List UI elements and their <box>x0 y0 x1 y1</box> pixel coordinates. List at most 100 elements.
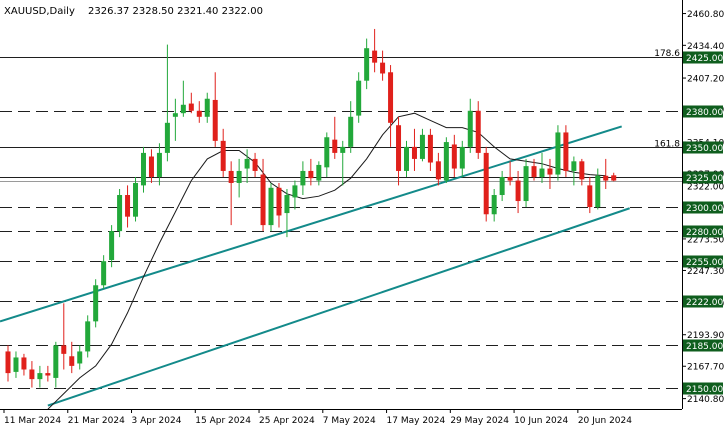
candle-body-24 <box>196 110 202 117</box>
candle-body-18 <box>148 156 154 177</box>
candle-body-15 <box>125 195 131 217</box>
candle-body-59 <box>475 110 481 153</box>
current-price-label: 2322.00 <box>687 183 724 193</box>
candle-body-8 <box>69 356 75 366</box>
fib-labels: 178.6 161.8 <box>654 49 680 149</box>
level-tag-5 <box>683 225 723 238</box>
candle-body-19 <box>156 152 162 177</box>
candle-body-14 <box>117 195 123 232</box>
y-tick-label-10: 2193.90 <box>687 331 724 341</box>
candle-body-36 <box>292 185 298 198</box>
candle-body-16 <box>133 182 139 217</box>
y-tick-label-11: 2167.70 <box>687 363 724 373</box>
level-tag-2 <box>683 141 723 154</box>
x-tick-label-6: 17 May 2024 <box>387 416 446 426</box>
candle-body-39 <box>316 164 322 181</box>
candle-body-17 <box>140 152 146 186</box>
level-label-3: 2325.00 <box>686 174 723 184</box>
candle-body-9 <box>77 351 83 364</box>
level-label-9: 2150.00 <box>686 385 723 395</box>
candle-body-41 <box>332 139 338 153</box>
candle-body-30 <box>244 158 250 169</box>
x-tick-label-8: 10 Jun 2024 <box>514 416 568 426</box>
level-label-4: 2300.00 <box>686 204 723 214</box>
candle-body-49 <box>396 125 402 171</box>
x-tick-label-5: 7 May 2024 <box>323 416 376 426</box>
level-label-2: 2350.00 <box>686 144 723 154</box>
candle-body-54 <box>435 161 441 180</box>
candle-body-75 <box>603 175 609 181</box>
candle-body-60 <box>483 152 489 215</box>
candle-body-58 <box>467 110 473 147</box>
candle-body-20 <box>164 122 170 153</box>
candle-body-25 <box>204 98 210 117</box>
moving-average <box>47 112 606 410</box>
x-tick-label-7: 29 May 2024 <box>450 416 509 426</box>
candle-body-52 <box>419 134 425 159</box>
candle-body-62 <box>499 176 505 196</box>
candle-body-12 <box>101 261 107 286</box>
level-tag-0 <box>683 51 723 64</box>
y-tick-label-8: 2247.30 <box>687 267 724 277</box>
trendline-1 <box>47 207 630 407</box>
level-tag-1 <box>683 105 723 118</box>
candle-body-4 <box>37 373 43 380</box>
fib-label-0: 178.6 <box>654 49 680 59</box>
candle-body-65 <box>523 166 529 202</box>
candle-body-64 <box>515 180 521 202</box>
level-label-7: 2222.00 <box>686 298 723 308</box>
candle-body-50 <box>404 146 409 171</box>
candle-body-42 <box>340 146 346 153</box>
level-label-5: 2280.00 <box>686 228 723 238</box>
candle-body-67 <box>539 168 545 177</box>
candle-body-40 <box>324 137 330 168</box>
level-tag-6 <box>683 255 723 268</box>
level-labels: 2425.00 2380.00 2350.00 2325.00 2300.00 2280.… <box>683 51 723 395</box>
x-tick-label-3: 15 Apr 2024 <box>195 416 251 426</box>
candle-body-71 <box>571 161 577 171</box>
candle-body-51 <box>411 146 417 159</box>
x-tick-label-2: 3 Apr 2024 <box>132 416 182 426</box>
candle-body-2 <box>21 357 27 370</box>
candle-body-47 <box>380 62 386 74</box>
candle-body-72 <box>579 161 585 180</box>
level-label-8: 2185.00 <box>686 342 723 352</box>
candle-body-29 <box>236 170 242 183</box>
candle-body-28 <box>228 170 234 183</box>
candle-body-31 <box>252 158 258 171</box>
candle-body-27 <box>220 140 226 171</box>
candle-body-0 <box>5 351 11 374</box>
candle-body-68 <box>547 168 553 175</box>
candle-body-73 <box>587 185 593 208</box>
candle-body-35 <box>284 195 290 214</box>
x-tick-label-0: 11 Mar 2024 <box>4 416 61 426</box>
candle-body-48 <box>388 72 394 123</box>
candles <box>5 28 617 388</box>
ma-line <box>47 112 606 410</box>
candle-body-63 <box>507 176 513 181</box>
candle-body-57 <box>459 146 465 169</box>
x-axis-ticks: 11 Mar 2024 21 Mar 2024 3 Apr 2024 15 Apr 2… <box>3 409 632 426</box>
candle-body-3 <box>29 369 35 380</box>
candle-body-69 <box>555 132 561 175</box>
level-tag-9 <box>683 382 723 395</box>
candle-body-38 <box>308 170 314 179</box>
candle-body-13 <box>109 231 115 260</box>
candle-body-70 <box>563 132 569 171</box>
candle-body-34 <box>276 187 282 216</box>
y-tick-label-2: 2407.20 <box>687 75 724 85</box>
level-label-1: 2380.00 <box>686 108 723 118</box>
candle-body-46 <box>372 50 378 63</box>
candle-body-5 <box>45 373 51 376</box>
candle-body-33 <box>268 187 274 226</box>
chart-symbol: XAUUSD,Daily <box>4 6 75 17</box>
candle-body-74 <box>595 175 601 208</box>
candle-body-1 <box>13 357 19 372</box>
level-label-6: 2255.00 <box>686 258 723 268</box>
x-tick-label-9: 20 Jun 2024 <box>578 416 632 426</box>
y-tick-label-7: 2273.50 <box>687 235 724 245</box>
ohlc-readout: 2326.37 2328.50 2321.40 2322.00 <box>88 6 263 17</box>
level-tag-4 <box>683 201 723 214</box>
level-tag-3 <box>683 171 723 184</box>
